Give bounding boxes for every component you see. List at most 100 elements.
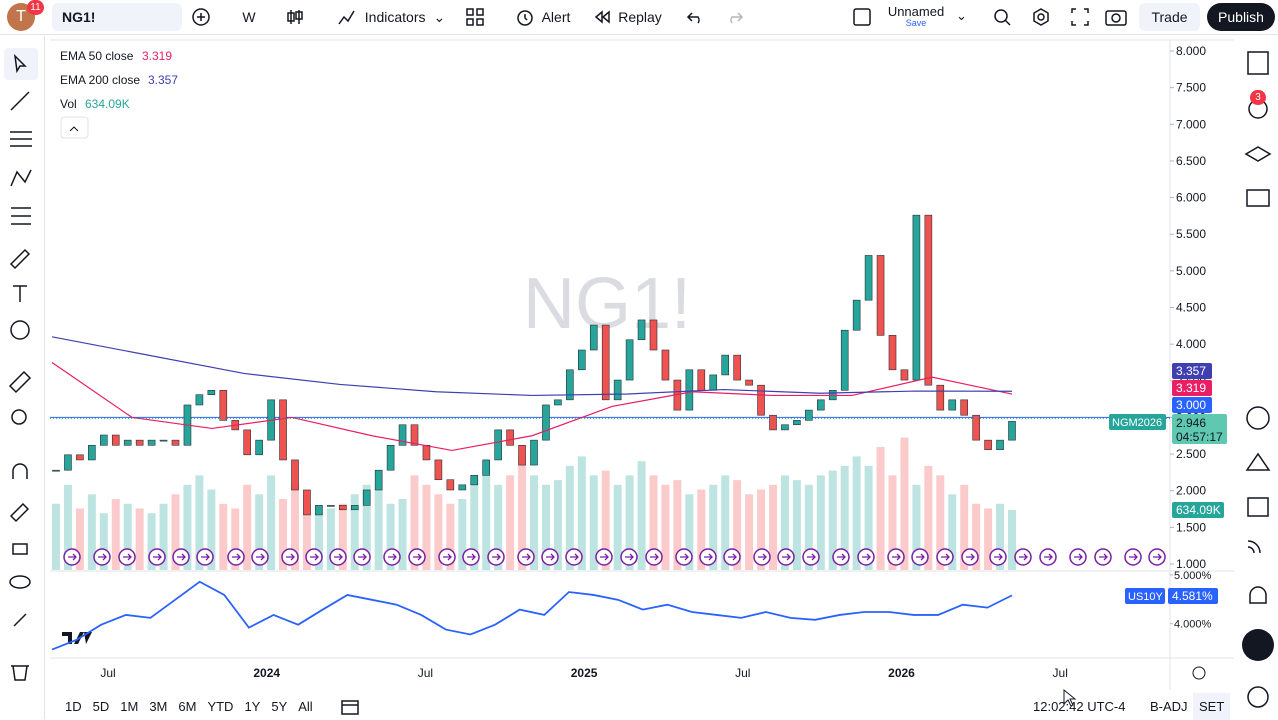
candle-body	[709, 374, 718, 391]
range-button[interactable]: 1Y	[244, 699, 261, 714]
volume-bar	[780, 475, 789, 570]
zoom-tool[interactable]	[11, 409, 27, 425]
clock[interactable]: 12:02:42 UTC-4	[1033, 699, 1126, 714]
brush-tool[interactable]	[9, 248, 31, 270]
event-arrow	[522, 553, 531, 561]
range-button[interactable]: 5Y	[271, 699, 288, 714]
volume-bar	[984, 508, 993, 570]
range-button[interactable]: 1D	[65, 699, 82, 714]
candle-body	[243, 429, 251, 456]
delete-tool[interactable]	[11, 665, 29, 681]
hide-tool[interactable]	[9, 575, 31, 589]
pattern-tool[interactable]	[10, 169, 32, 187]
alert-button[interactable]: Alert	[510, 3, 574, 31]
candle-body	[697, 369, 706, 391]
symbol-search[interactable]: NG1!	[52, 3, 182, 31]
ideas-icon[interactable]	[1245, 452, 1271, 471]
ruler-tool[interactable]	[8, 370, 32, 394]
stream-icon[interactable]	[1247, 540, 1261, 554]
event-arrow	[256, 553, 265, 561]
goto-date-icon[interactable]	[340, 697, 362, 717]
candle-body	[207, 390, 216, 396]
range-button[interactable]: 1M	[120, 699, 139, 714]
volume-bar	[912, 484, 921, 570]
settings-icon[interactable]	[1033, 8, 1049, 26]
volume-bar	[709, 484, 718, 570]
volume-bar	[434, 494, 443, 570]
chart-type-icon[interactable]	[284, 7, 306, 27]
range-button[interactable]: YTD	[207, 699, 234, 714]
candle-body	[554, 399, 562, 406]
cursor-tool[interactable]	[13, 53, 27, 74]
session[interactable]: SET	[1193, 693, 1231, 720]
symbol: NG1!	[62, 9, 96, 25]
event-arrow	[177, 553, 186, 561]
lock-tool[interactable]	[12, 543, 28, 555]
candle-body	[338, 505, 347, 511]
calendar-icon[interactable]	[1247, 497, 1269, 517]
volume-bar	[75, 508, 84, 570]
add-symbol-icon[interactable]	[190, 7, 212, 27]
magnet-tool[interactable]	[12, 463, 28, 479]
volume-bar	[864, 465, 873, 570]
replay-button[interactable]: Replay	[590, 3, 664, 31]
x-tick-label: Jul	[100, 666, 115, 680]
top-toolbar: T 11 NG1! W Indicators ⌄ Alert Replay Unn…	[0, 0, 1278, 35]
ema50-tag-bg	[1172, 380, 1212, 396]
fullscreen-icon[interactable]	[1071, 8, 1089, 26]
volume-bar	[446, 503, 455, 570]
last-price-bg	[1172, 414, 1227, 444]
range-button[interactable]: 3M	[149, 699, 168, 714]
layout-checkbox[interactable]	[852, 7, 872, 27]
draw-mode-tool[interactable]	[9, 502, 30, 523]
symbol-tag-bg	[1109, 414, 1166, 430]
candle-body	[888, 335, 897, 371]
notifications-icon[interactable]	[1249, 586, 1267, 604]
layout-name[interactable]: Unnamed	[887, 4, 945, 19]
projection-tool[interactable]	[11, 207, 31, 225]
trend-line-tool[interactable]	[10, 91, 30, 111]
range-button[interactable]: 5D	[92, 699, 110, 714]
candle-body	[900, 369, 909, 381]
volume-bar	[565, 465, 574, 570]
emoji-tool[interactable]	[10, 320, 30, 340]
event-arrow	[892, 553, 901, 561]
range-button[interactable]: All	[298, 699, 313, 714]
collapse-icon	[69, 126, 79, 132]
candle-body	[255, 439, 263, 456]
event-arrow	[123, 553, 132, 561]
fib-tool[interactable]	[10, 131, 32, 147]
adjustment[interactable]: B-ADJ	[1150, 699, 1188, 714]
watchlist-icon[interactable]	[1247, 51, 1269, 75]
range-button[interactable]: 6M	[178, 699, 197, 714]
apps-icon[interactable]	[1242, 629, 1274, 661]
publish-button[interactable]: Publish	[1207, 3, 1275, 31]
link-tool[interactable]	[13, 613, 27, 627]
volume-bar	[291, 484, 299, 570]
event-arrow	[413, 553, 422, 561]
layouts-icon[interactable]	[465, 7, 485, 27]
layers-icon[interactable]	[1244, 146, 1272, 162]
candle-body	[350, 505, 359, 511]
undo-icon[interactable]	[686, 7, 706, 27]
text-tool[interactable]	[13, 285, 27, 302]
redo-icon[interactable]	[724, 7, 744, 27]
indicators-button[interactable]: Indicators ⌄	[332, 3, 450, 31]
active-tool-bg	[4, 48, 38, 80]
target-icon[interactable]	[1246, 406, 1270, 430]
trade-button[interactable]: Trade	[1139, 3, 1200, 31]
interval-button[interactable]: W	[242, 9, 256, 25]
event-arrow	[467, 553, 476, 561]
volume-bar	[530, 475, 538, 570]
legend-ema200-name: EMA 200 close	[60, 73, 140, 87]
axis-settings[interactable]	[1192, 666, 1206, 680]
volume-bar	[577, 456, 586, 570]
chat-icon[interactable]	[1246, 189, 1270, 207]
candle-body	[948, 399, 957, 411]
volume-bar	[267, 475, 276, 570]
event-arrow	[201, 553, 210, 561]
quick-search-icon[interactable]	[994, 9, 1011, 26]
layout-menu[interactable]: ⌄	[956, 8, 967, 23]
help-icon[interactable]	[1247, 686, 1269, 708]
snapshot-icon[interactable]	[1105, 10, 1127, 26]
